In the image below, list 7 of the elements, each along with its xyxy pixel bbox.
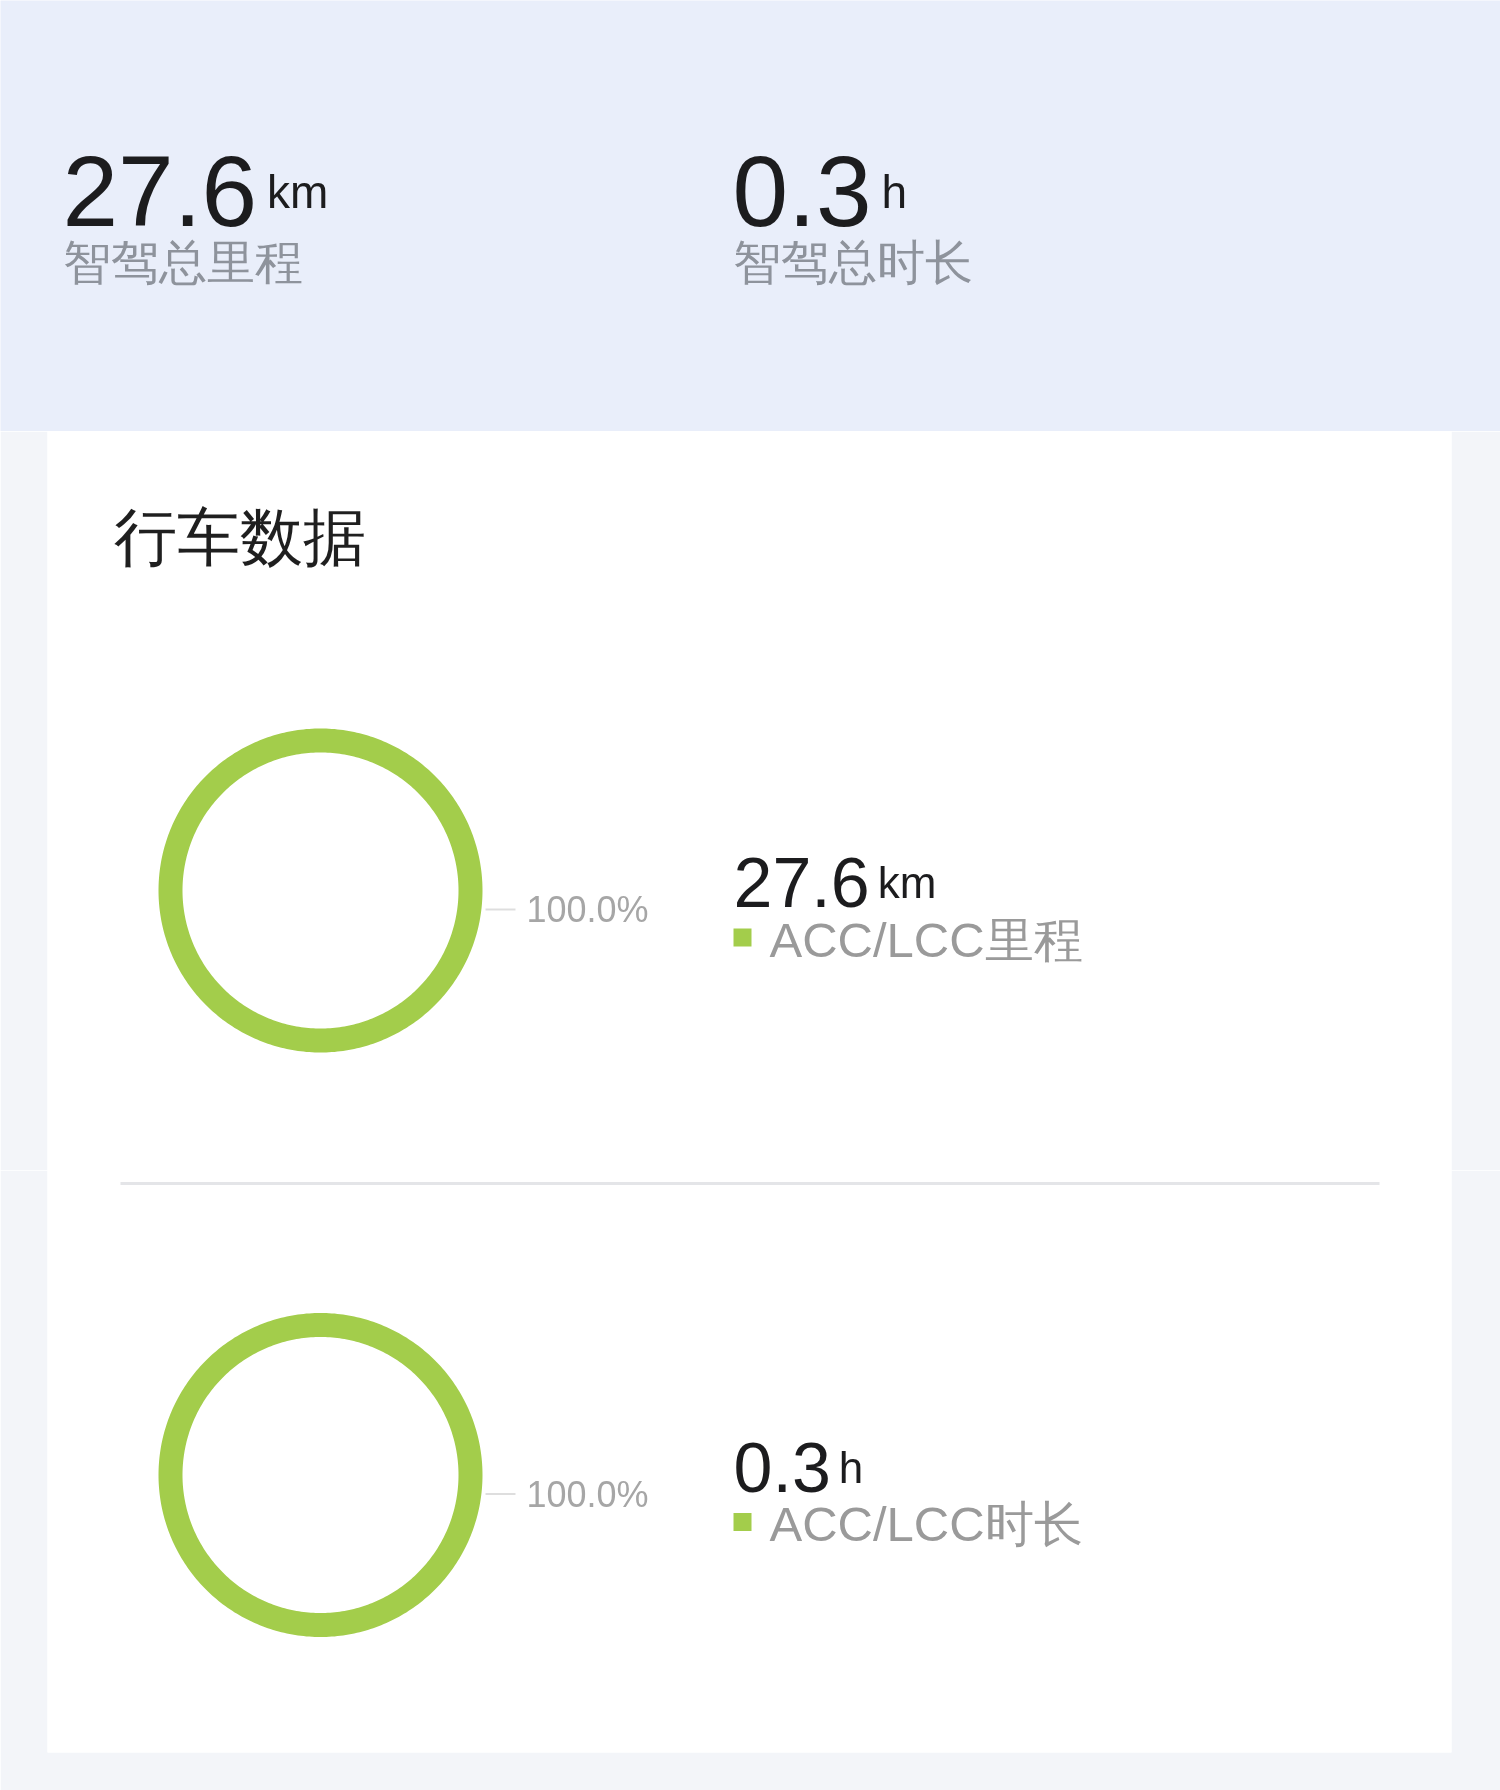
text: km <box>267 165 329 218</box>
chart-title: 行车数据 <box>113 501 366 572</box>
text: km <box>877 858 937 907</box>
text: h <box>838 1442 864 1492</box>
text: h <box>881 165 908 218</box>
data-label: 100.0% <box>526 1473 649 1515</box>
data-label: 100.0% <box>526 889 649 930</box>
